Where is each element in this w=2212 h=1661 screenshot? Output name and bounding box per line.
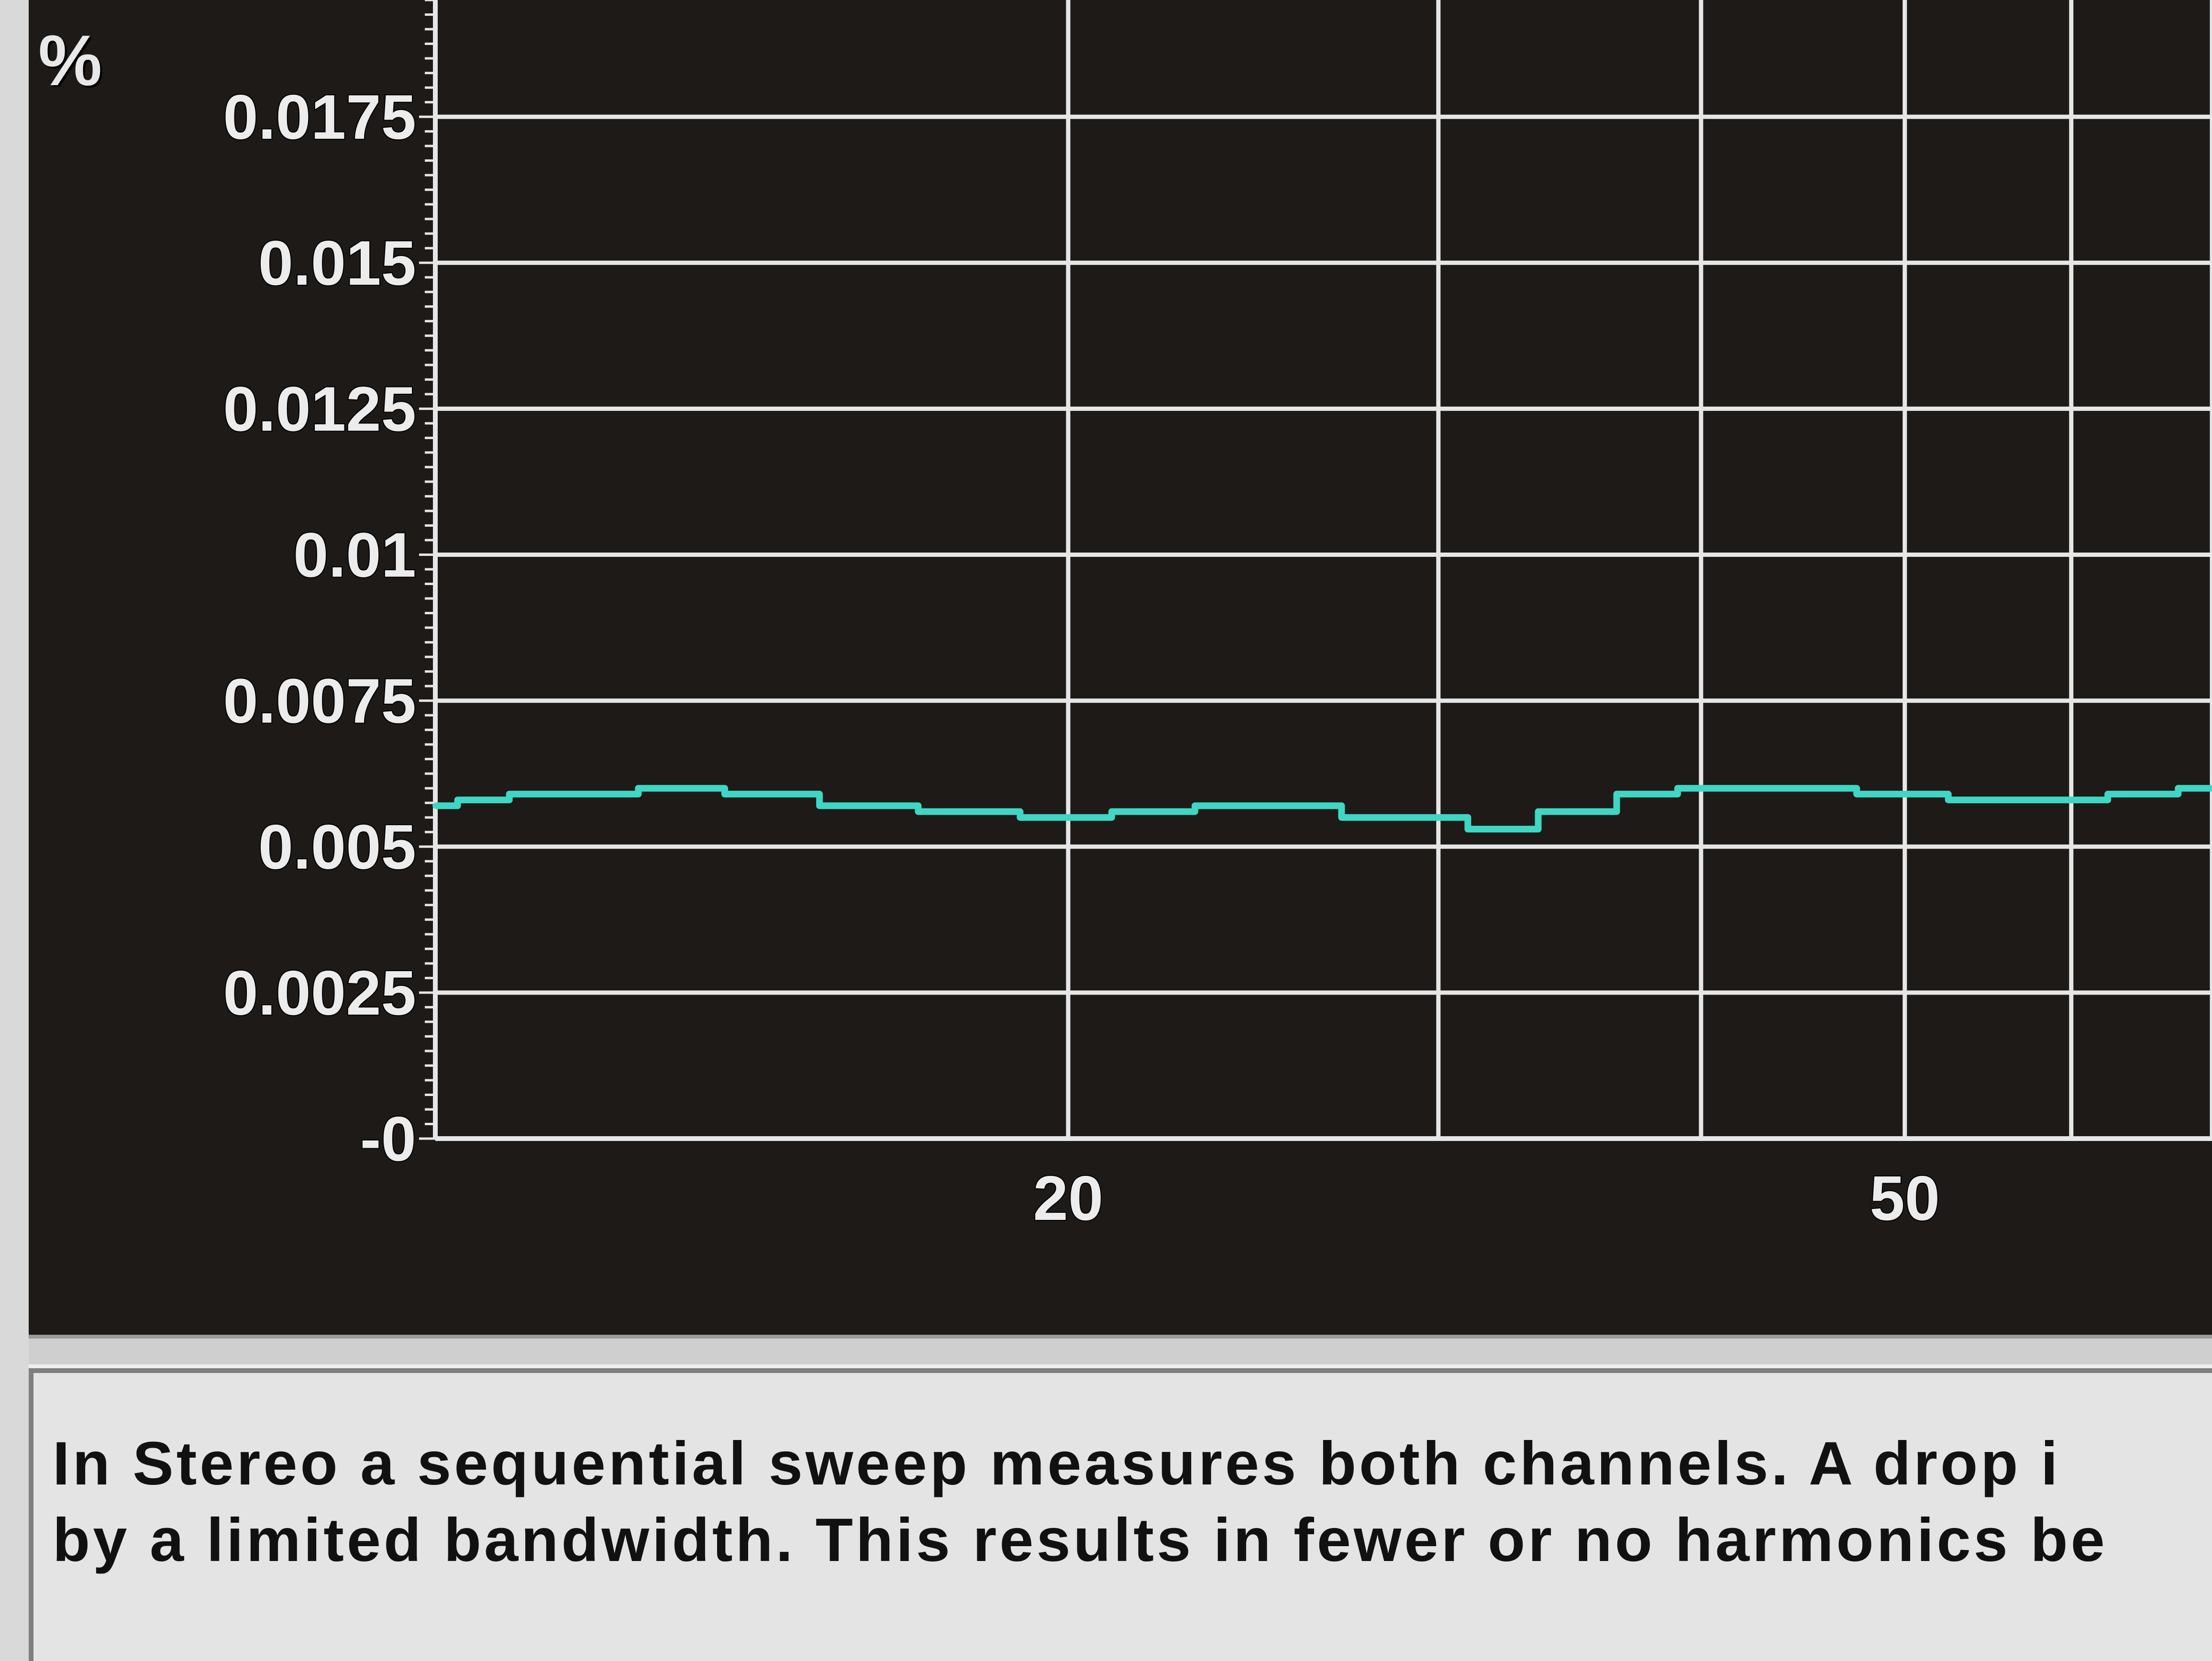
data-point bbox=[477, 797, 483, 803]
y-tick-label: 0.005 bbox=[258, 812, 416, 882]
data-point bbox=[1231, 803, 1238, 809]
data-point bbox=[1305, 803, 1311, 809]
data-point bbox=[1435, 814, 1441, 820]
y-tick-label: 0.0025 bbox=[223, 958, 416, 1028]
data-point bbox=[1576, 808, 1582, 815]
y-tick-label: 0.0125 bbox=[223, 374, 416, 444]
data-point bbox=[1805, 785, 1812, 791]
description-line-1: In Stereo a sequential sweep measures bo… bbox=[53, 1429, 2061, 1498]
data-point bbox=[536, 791, 542, 797]
trace-layer bbox=[432, 785, 2212, 833]
data-point bbox=[969, 808, 975, 815]
x-tick-labels: 20 50 bbox=[1032, 1162, 1941, 1234]
grid-layer bbox=[433, 0, 2212, 1141]
y-tick-label: -0 bbox=[360, 1104, 416, 1174]
data-point bbox=[2068, 797, 2074, 803]
description-line-2: by a limited bandwidth. This results in … bbox=[53, 1506, 2108, 1574]
data-point bbox=[1651, 791, 1658, 797]
thd-chart: -0 0.0025 0.005 0.0075 0.01 0.0125 0.015 0.0175… bbox=[29, 0, 2212, 1335]
panel-divider[interactable] bbox=[29, 1335, 2212, 1368]
x-tick-label: 20 bbox=[1033, 1163, 1104, 1233]
y-tick-labels: -0 0.0025 0.005 0.0075 0.01 0.0125 0.015 0.0175 bbox=[222, 81, 417, 1175]
y-tick-label: 0.015 bbox=[258, 228, 416, 298]
data-point bbox=[1698, 785, 1704, 791]
y-axis-unit-label: % bbox=[38, 20, 102, 100]
chart-svg: -0 0.0025 0.005 0.0075 0.01 0.0125 0.015 0.0175… bbox=[222, 0, 2212, 1234]
data-series-line bbox=[435, 785, 2212, 833]
data-point bbox=[2209, 785, 2212, 791]
data-point bbox=[862, 803, 868, 809]
data-point bbox=[1152, 808, 1158, 815]
data-point bbox=[432, 803, 438, 809]
data-point bbox=[1494, 826, 1501, 832]
data-point bbox=[1989, 797, 1995, 803]
y-tick-label: 0.0175 bbox=[223, 82, 416, 152]
data-point bbox=[2141, 791, 2147, 797]
data-point bbox=[1065, 814, 1071, 820]
minor-ticks bbox=[419, 0, 435, 1140]
data-point bbox=[598, 791, 605, 797]
description-box: In Stereo a sequential sweep measures bo… bbox=[29, 1368, 2212, 1661]
data-point bbox=[1902, 791, 1908, 797]
data-point bbox=[772, 791, 778, 797]
data-point bbox=[1372, 814, 1379, 820]
x-tick-label: 50 bbox=[1869, 1163, 1940, 1233]
y-tick-label: 0.0075 bbox=[223, 666, 416, 736]
y-tick-label: 0.01 bbox=[293, 520, 416, 590]
data-point bbox=[672, 785, 678, 791]
